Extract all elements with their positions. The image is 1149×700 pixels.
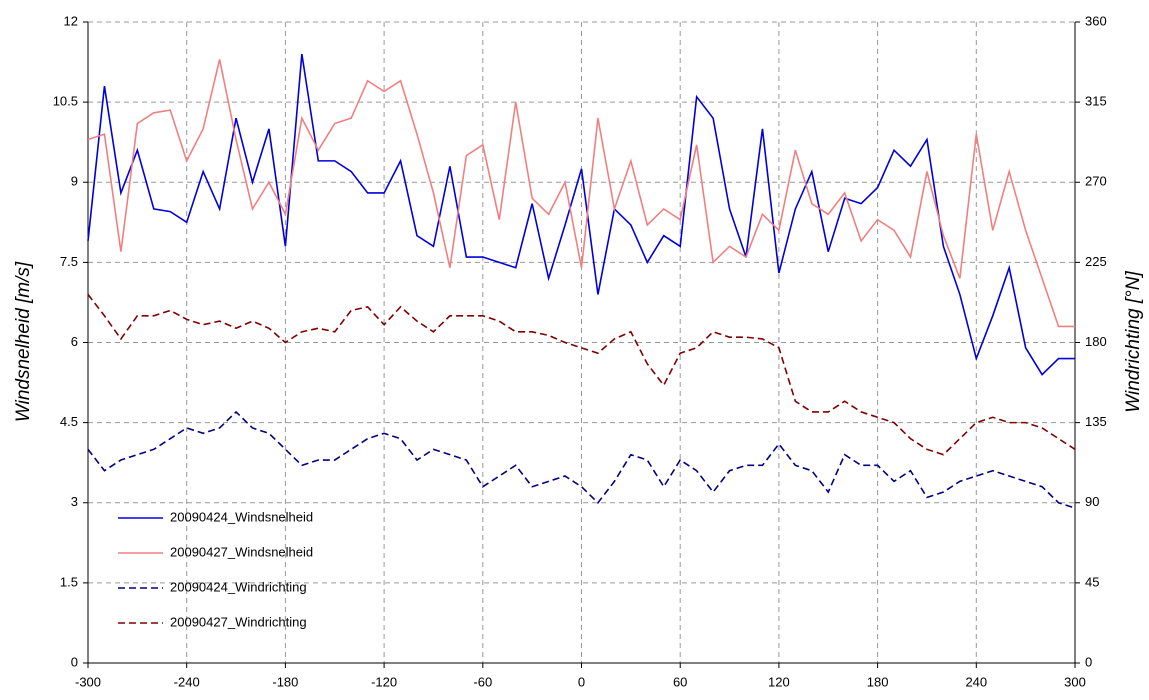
x-tick-label: -300 [75,674,101,689]
x-tick-label: 60 [673,674,687,689]
legend-label: 20090424_Windsnelheid [170,509,313,524]
y-tick-label: 12 [64,13,78,28]
y-tick-label: 7.5 [60,254,78,269]
y2-tick-label: 225 [1085,254,1107,269]
x-tick-label: 300 [1064,674,1086,689]
y-tick-label: 3 [71,494,78,509]
legend-label: 20090427_Windsnelheid [170,544,313,559]
data-line [87,410,1076,509]
x-tick-label: 240 [965,674,987,689]
legend-label: 20090424_Windrichting [170,579,307,594]
y2-tick-label: 360 [1085,13,1107,28]
y-tick-label: 9 [71,174,78,189]
y2-tick-label: 0 [1085,654,1092,669]
y-axis-label: Windsnelheid [m/s] [13,261,34,422]
y-tick-label: 6 [71,334,78,349]
data-line [87,293,1076,456]
y-tick-label: 0 [71,654,78,669]
y2-tick-label: 90 [1085,494,1099,509]
y2-axis-label: Windrichting [°N] [1123,271,1144,413]
y2-tick-label: 180 [1085,334,1107,349]
legend-label: 20090427_Windrichting [170,614,307,629]
x-tick-label: -180 [272,674,298,689]
x-tick-label: -60 [473,674,492,689]
data-line [87,59,1075,328]
x-tick-label: -120 [371,674,397,689]
y2-tick-label: 135 [1085,414,1107,429]
y-tick-label: 1.5 [60,574,78,589]
y2-tick-label: 270 [1085,174,1107,189]
x-tick-label: 0 [578,674,585,689]
x-tick-label: 180 [867,674,889,689]
y-tick-label: 10.5 [53,94,78,109]
y2-tick-label: 45 [1085,574,1099,589]
x-tick-label: 120 [768,674,790,689]
x-tick-label: -240 [174,674,200,689]
y2-tick-label: 315 [1085,94,1107,109]
data-line [87,53,1075,376]
y-tick-label: 4.5 [60,414,78,429]
